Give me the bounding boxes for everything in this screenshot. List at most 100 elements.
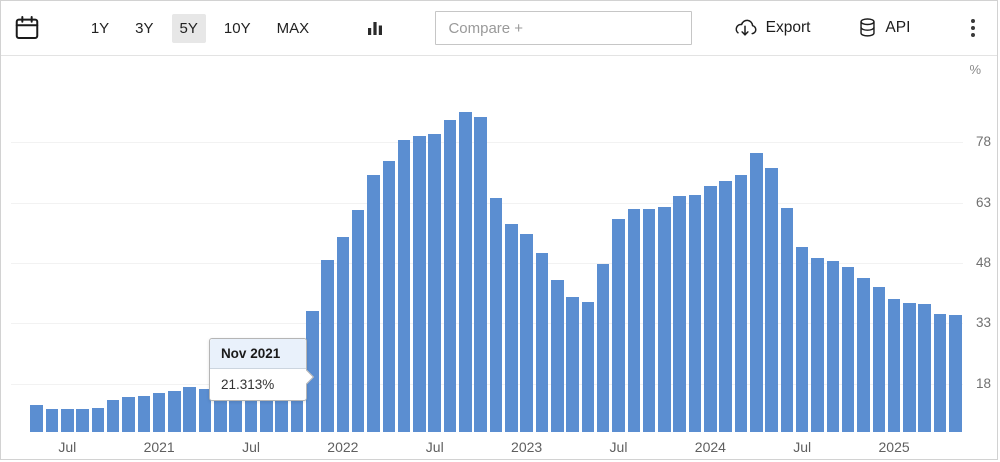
chart-bar[interactable]: [566, 296, 579, 432]
range-button-1y[interactable]: 1Y: [83, 14, 117, 43]
chart-bar[interactable]: [168, 391, 181, 432]
x-axis-tick-label: 2025: [878, 439, 910, 455]
chart-bar[interactable]: [642, 209, 656, 432]
kebab-dot: [970, 19, 975, 23]
chart-bar[interactable]: [76, 408, 89, 432]
chart-bar[interactable]: [627, 208, 641, 432]
range-button-5y[interactable]: 5Y: [171, 13, 206, 43]
gridline: [11, 142, 963, 144]
kebab-menu-button[interactable]: [962, 15, 983, 41]
chart-bar[interactable]: [949, 315, 962, 432]
chart-bar[interactable]: [443, 120, 457, 432]
chart-bar[interactable]: [612, 219, 625, 432]
kebab-dot: [970, 26, 975, 30]
tooltip-value: 21.313%: [220, 377, 275, 393]
gridline: [11, 383, 963, 385]
x-axis-tick-label: Jul: [58, 439, 77, 455]
chart-type-button[interactable]: [363, 15, 387, 41]
x-axis-tick-label: 2022: [327, 439, 359, 455]
y-axis-tick-label: 78: [975, 134, 991, 150]
chart-bar[interactable]: [106, 399, 120, 432]
chart-bar[interactable]: [61, 408, 74, 432]
gridline: [11, 263, 963, 265]
chart-bar[interactable]: [826, 260, 840, 432]
chart-bar[interactable]: [413, 135, 426, 432]
chart-bar[interactable]: [474, 116, 487, 432]
chart-bar[interactable]: [872, 286, 886, 432]
chart-bar[interactable]: [198, 389, 212, 432]
api-button[interactable]: API: [858, 17, 910, 39]
chart-bar[interactable]: [122, 397, 135, 432]
chart-bar[interactable]: [887, 299, 901, 432]
range-button-3y[interactable]: 3Y: [127, 14, 161, 43]
chart-bar[interactable]: [688, 195, 702, 432]
chart-bar[interactable]: [30, 405, 43, 432]
chart-bar[interactable]: [918, 303, 931, 432]
chart-bar[interactable]: [382, 160, 396, 432]
chart-bar[interactable]: [367, 174, 380, 432]
chart-bar[interactable]: [321, 260, 334, 432]
chart-bar[interactable]: [857, 277, 870, 432]
chart-bar[interactable]: [91, 408, 105, 432]
compare-input[interactable]: [435, 11, 692, 45]
chart-toolbar: 1Y 3Y 5Y 10Y MAX Export API: [1, 1, 997, 56]
gridline: [11, 202, 963, 204]
chart-bar[interactable]: [397, 139, 411, 432]
gridline: [11, 323, 963, 325]
chart-bar[interactable]: [841, 266, 855, 432]
range-button-10y[interactable]: 10Y: [216, 14, 259, 43]
chart-bar[interactable]: [903, 302, 916, 432]
chart-bar[interactable]: [704, 186, 717, 432]
chart-bar[interactable]: [336, 237, 350, 432]
chart-bar[interactable]: [305, 311, 319, 432]
x-axis-tick-label: 2023: [511, 439, 543, 455]
y-axis-tick-label: 18: [975, 375, 991, 391]
chart-bar[interactable]: [780, 207, 794, 432]
chart-bar[interactable]: [673, 195, 686, 432]
column-chart-icon: [368, 22, 383, 35]
calendar-icon: [15, 16, 39, 40]
chart-area: % 18 33 48 63 78 Jul 2021 Jul 2022 Jul 2023 Jul 2024…: [1, 56, 997, 459]
y-axis-tick-label: 63: [975, 194, 991, 210]
chart-bar[interactable]: [811, 257, 824, 432]
chart-bar[interactable]: [183, 387, 197, 432]
chart-bar[interactable]: [719, 180, 732, 432]
chart-bar[interactable]: [45, 408, 59, 432]
chart-bar[interactable]: [933, 313, 947, 432]
y-axis-unit-label: %: [969, 62, 981, 77]
x-axis-tick-label: Jul: [793, 439, 812, 455]
api-label: API: [885, 19, 911, 36]
cloud-download-icon: [735, 19, 757, 36]
chart-bar[interactable]: [489, 197, 503, 432]
chart-bar[interactable]: [765, 168, 778, 432]
range-button-max[interactable]: MAX: [269, 14, 318, 43]
database-icon: [860, 18, 876, 37]
chart-bar[interactable]: [750, 152, 763, 432]
export-label: Export: [765, 19, 811, 36]
x-axis-tick-label: 2024: [694, 439, 726, 455]
chart-tooltip: Nov 2021 21.313%: [208, 338, 315, 402]
chart-bar[interactable]: [520, 234, 533, 432]
calendar-button[interactable]: [11, 11, 43, 45]
chart-bar[interactable]: [734, 175, 748, 432]
x-axis-tick-label: Jul: [425, 439, 444, 455]
chart-bar[interactable]: [152, 393, 166, 432]
kebab-dot: [970, 33, 975, 37]
chart-bar[interactable]: [581, 302, 595, 432]
chart-bar[interactable]: [658, 206, 671, 432]
y-axis-tick-label: 33: [975, 315, 991, 331]
chart-bar[interactable]: [535, 252, 549, 432]
x-axis-tick-label: 2021: [143, 439, 175, 455]
tooltip-title: Nov 2021: [209, 339, 306, 370]
chart-bar[interactable]: [505, 224, 518, 432]
chart-bar[interactable]: [351, 210, 365, 432]
export-button[interactable]: Export: [732, 18, 811, 38]
x-axis-tick-label: Jul: [242, 439, 260, 455]
chart-bar[interactable]: [795, 247, 809, 432]
chart-bar[interactable]: [428, 133, 442, 432]
chart-bar[interactable]: [459, 112, 472, 432]
chart-bar[interactable]: [137, 395, 151, 432]
chart-bar[interactable]: [550, 280, 564, 432]
chart-bar[interactable]: [596, 263, 610, 432]
